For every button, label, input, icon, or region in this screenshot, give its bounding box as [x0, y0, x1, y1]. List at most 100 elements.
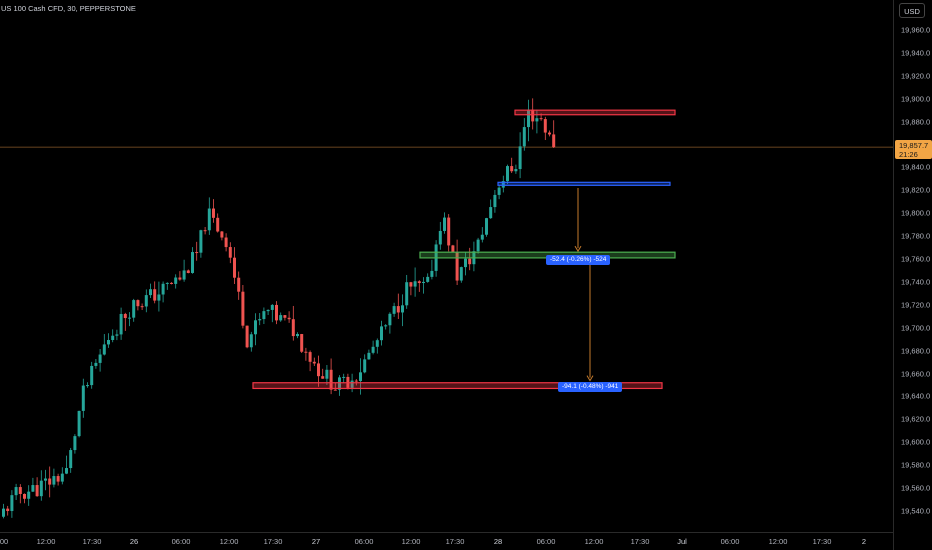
candle-body — [132, 300, 136, 318]
candle-body — [338, 377, 341, 390]
candle-body — [401, 305, 404, 313]
candle-body — [430, 270, 434, 277]
candle-body — [464, 258, 467, 268]
candle-body — [371, 346, 375, 353]
candle-body — [451, 245, 455, 253]
candle-body — [203, 230, 207, 232]
candle-body — [270, 304, 274, 310]
candle-body — [56, 476, 60, 482]
candle-body — [178, 277, 182, 280]
candle-body — [426, 276, 430, 282]
candle-body — [81, 385, 85, 411]
candle-body — [237, 277, 241, 292]
candle-body — [157, 294, 161, 301]
candle-body — [86, 385, 89, 387]
chart-area[interactable]: US 100 Cash CFD, 30, PEPPERSTONE -52.4 (… — [0, 0, 893, 532]
candle-body — [249, 334, 253, 348]
candle-body — [119, 313, 123, 335]
candle-body — [438, 230, 442, 245]
candle-body — [220, 231, 224, 238]
price-tick: 19,840.0 — [901, 162, 931, 172]
candle-body — [65, 468, 68, 474]
candle-body — [182, 270, 186, 280]
candle-body — [228, 247, 232, 258]
time-tick: 2 — [861, 537, 867, 546]
candle-body — [287, 317, 291, 320]
candle-body — [531, 109, 535, 122]
candle-body — [363, 359, 367, 373]
candle-body — [405, 282, 409, 306]
candle-body — [199, 230, 203, 253]
candle-body — [170, 282, 173, 284]
measure-1-arrow — [574, 245, 582, 253]
candle-body — [300, 334, 304, 352]
candle-body — [321, 376, 325, 379]
time-axis[interactable]: 00 12:00 17:30 26 06:00 12:00 17:30 27 06:00 12:0… — [0, 532, 893, 550]
time-tick: 12:00 — [584, 537, 604, 546]
current-price-tag: 19,857.7 21:26 — [895, 140, 932, 159]
candle-body — [367, 352, 371, 360]
symbol-title[interactable]: US 100 Cash CFD, 30, PEPPERSTONE — [1, 4, 136, 13]
candle-body — [493, 194, 497, 208]
price-tick: 19,620.0 — [901, 414, 931, 424]
candle-body — [543, 119, 547, 133]
candle-body — [14, 487, 18, 496]
candle-body — [359, 372, 362, 382]
candle-body — [195, 252, 199, 254]
candle-body — [31, 485, 35, 492]
candle-body — [312, 361, 316, 364]
candle-body — [39, 480, 43, 497]
price-tick: 19,940.0 — [901, 48, 931, 58]
candle-body — [510, 166, 514, 172]
candle-body — [552, 134, 556, 148]
candle-body — [266, 309, 270, 312]
candle-body — [254, 320, 257, 335]
candle-body — [52, 476, 56, 485]
candle-body — [375, 340, 379, 347]
time-tick: 12:00 — [219, 537, 239, 546]
time-tick: 17:30 — [445, 537, 465, 546]
candle-body — [501, 181, 505, 188]
price-tick: 19,600.0 — [901, 437, 931, 447]
candle-body — [518, 146, 522, 170]
currency-button[interactable]: USD — [899, 3, 925, 18]
candle-body — [102, 344, 106, 355]
candle-body — [279, 315, 283, 321]
candle-body — [548, 132, 551, 135]
candle-body — [308, 352, 312, 362]
price-tick: 19,680.0 — [901, 346, 931, 356]
candle-body — [329, 369, 333, 390]
price-tick: 19,740.0 — [901, 277, 931, 287]
time-tick: 17:30 — [630, 537, 650, 546]
time-tick: 17:30 — [263, 537, 283, 546]
price-axis[interactable]: 19,960.0 19,940.0 19,920.0 19,900.0 19,880.0… — [893, 0, 932, 550]
time-tick: 28 — [493, 537, 503, 546]
candle-body — [384, 325, 388, 327]
candle-body — [489, 207, 493, 219]
candle-body — [115, 334, 119, 336]
price-tick: 19,880.0 — [901, 117, 931, 127]
time-tick: 27 — [311, 537, 321, 546]
candle-body — [514, 169, 518, 172]
candle-body — [149, 289, 152, 296]
candle-body — [212, 208, 215, 218]
candle-body — [413, 281, 417, 287]
price-tick: 19,820.0 — [901, 185, 931, 195]
candle-body — [207, 208, 211, 231]
candle-body — [107, 340, 110, 345]
candle-body — [174, 277, 178, 284]
price-tick: 19,900.0 — [901, 94, 931, 104]
candle-body — [123, 313, 127, 319]
price-tick: 19,660.0 — [901, 369, 931, 379]
candle-body — [144, 295, 148, 307]
candle-body — [296, 334, 299, 337]
candle-body — [396, 306, 400, 313]
time-tick: Jul — [677, 537, 687, 546]
candle-body — [136, 300, 140, 307]
candlestick-chart[interactable] — [0, 0, 893, 532]
measure-label-2: -94.1 (-0.48%) -941 — [558, 382, 623, 392]
candle-body — [140, 306, 144, 308]
candle-body — [241, 291, 245, 326]
price-tick: 19,640.0 — [901, 391, 931, 401]
candle-body — [69, 450, 73, 469]
